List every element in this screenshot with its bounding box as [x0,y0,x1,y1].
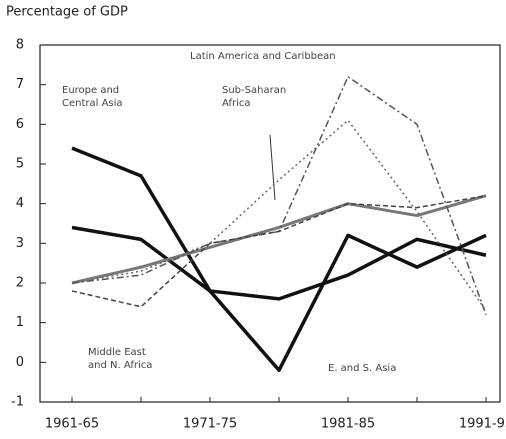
y-tick-label: 8 [16,38,24,53]
series-line [71,194,487,285]
y-axis-label: Percentage of GDP [6,5,128,20]
y-tick-label: -1 [11,395,24,410]
x-tick-label: 1961-65 [45,417,99,432]
series-line [71,75,487,315]
y-tick-label: 7 [16,77,24,92]
series-line [71,194,487,308]
plot-frame [39,44,501,403]
series-line [71,146,487,301]
series-line [71,119,487,312]
x-tick-label: 1981-85 [321,417,375,432]
y-tick-label: 0 [16,355,24,370]
y-tick-label: 3 [16,236,24,251]
y-tick-label: 6 [16,117,24,132]
y-tick-label: 5 [16,157,24,172]
annotation: E. and S. Asia [328,363,396,374]
annotation: Sub-Saharan [222,85,286,96]
y-tick-label: 1 [16,315,24,330]
annotation: Europe and [62,85,119,96]
annotation-arrow [269,134,276,201]
x-tick-label: 1971-75 [183,417,237,432]
annotation: Africa [222,98,251,109]
y-tick-label: 4 [16,196,24,211]
annotation: Central Asia [62,98,123,109]
annotation: and N. Africa [88,360,152,371]
y-tick-label: 2 [16,276,24,291]
annotation: Middle East [88,347,146,358]
x-tick-label: 1991-95 [459,417,506,432]
series-line [71,225,487,373]
annotation: Latin America and Caribbean [190,51,336,62]
